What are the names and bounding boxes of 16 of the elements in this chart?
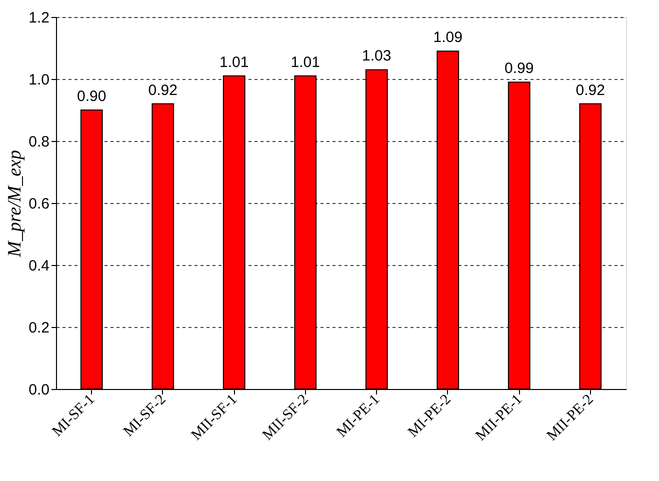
y-tick-label: 0.0 bbox=[28, 382, 50, 398]
data-label: 0.90 bbox=[77, 88, 106, 105]
data-label: 0.99 bbox=[504, 60, 534, 78]
data-label: 1.01 bbox=[220, 54, 249, 71]
data-label: 0.92 bbox=[576, 82, 605, 99]
y-axis-title: M_pre/M_exp bbox=[4, 150, 26, 258]
y-tick-label: 0.4 bbox=[28, 258, 50, 274]
y-tick-label: 0.2 bbox=[28, 320, 50, 336]
data-label: 0.92 bbox=[148, 82, 178, 99]
y-tick-label: 0.6 bbox=[28, 196, 50, 212]
y-tick-label: 0.8 bbox=[28, 134, 50, 150]
data-label: 1.03 bbox=[362, 48, 392, 65]
y-tick-label: 1.0 bbox=[28, 72, 50, 88]
data-label: 1.01 bbox=[290, 54, 320, 71]
data-label: 1.09 bbox=[433, 29, 462, 46]
y-tick-label: 1.2 bbox=[28, 10, 50, 26]
